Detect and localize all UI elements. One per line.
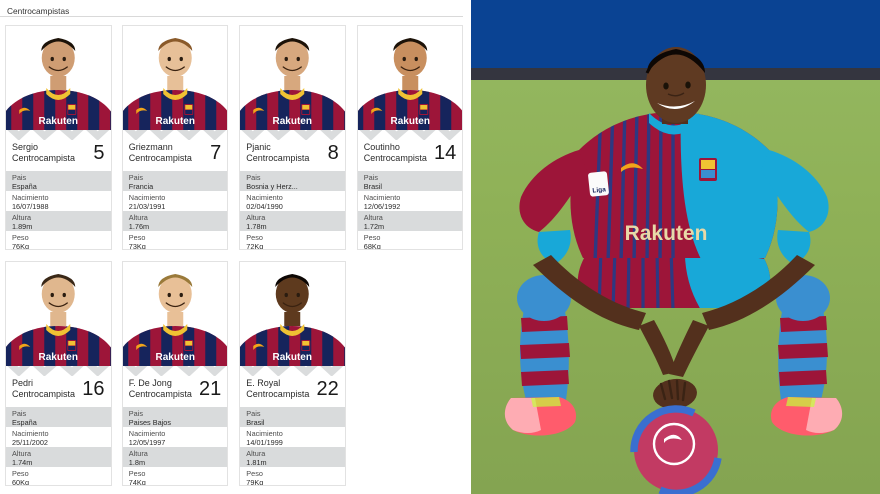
svg-text:Rakuten: Rakuten [390, 116, 429, 127]
svg-text:Rakuten: Rakuten [39, 352, 78, 363]
svg-text:Rakuten: Rakuten [155, 352, 194, 363]
svg-text:Rakuten: Rakuten [273, 352, 312, 363]
svg-text:Liga: Liga [592, 186, 606, 194]
svg-text:Rakuten: Rakuten [273, 116, 312, 127]
svg-text:Rakuten: Rakuten [39, 116, 78, 127]
svg-text:Rakuten: Rakuten [625, 222, 708, 245]
svg-text:Rakuten: Rakuten [155, 116, 194, 127]
